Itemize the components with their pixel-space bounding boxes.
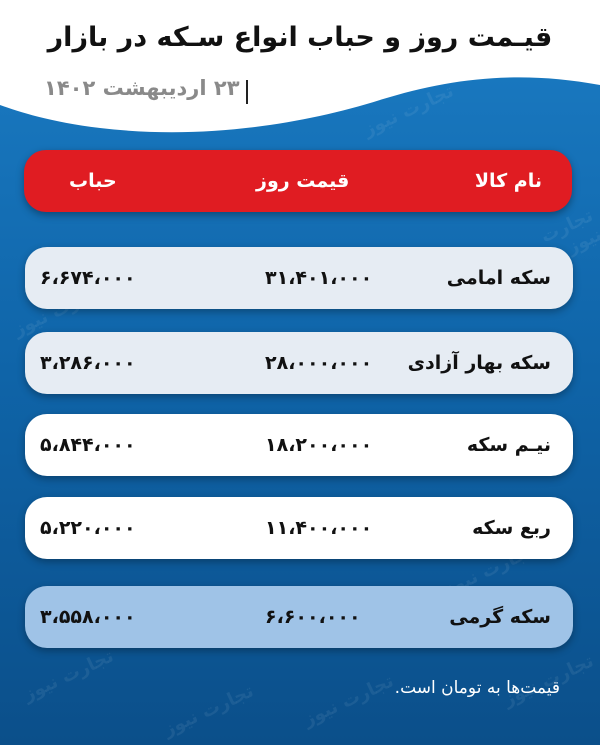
watermark: تجارت نیوز bbox=[300, 670, 397, 731]
cell-name: نیـم سکه bbox=[466, 434, 551, 456]
table-row: نیـم سکه ۱۸،۲۰۰،۰۰۰ ۵،۸۴۴،۰۰۰ bbox=[25, 414, 573, 476]
cell-bubble: ۵،۲۲۰،۰۰۰ bbox=[40, 517, 136, 539]
cell-bubble: ۳،۵۵۸،۰۰۰ bbox=[40, 606, 136, 628]
cell-price: ۱۸،۲۰۰،۰۰۰ bbox=[265, 434, 373, 456]
cell-bubble: ۳،۲۸۶،۰۰۰ bbox=[40, 352, 136, 374]
cell-price: ۶،۶۰۰،۰۰۰ bbox=[265, 606, 361, 628]
divider bbox=[246, 80, 248, 104]
table-row: ربع سکه ۱۱،۴۰۰،۰۰۰ ۵،۲۲۰،۰۰۰ bbox=[25, 497, 573, 559]
cell-bubble: ۵،۸۴۴،۰۰۰ bbox=[40, 434, 136, 456]
cell-name: سکه امامی bbox=[446, 267, 551, 289]
cell-price: ۱۱،۴۰۰،۰۰۰ bbox=[265, 517, 373, 539]
header-name: نام کالا bbox=[474, 170, 542, 192]
header-wave bbox=[0, 0, 600, 133]
cell-name: سکه گرمی bbox=[449, 606, 551, 628]
cell-name: ربع سکه bbox=[472, 517, 551, 539]
cell-price: ۲۸،۰۰۰،۰۰۰ bbox=[265, 352, 373, 374]
page-title: قیـمت روز و حباب انواع سـکه در بازار bbox=[47, 22, 553, 53]
table-row: سکه امامی ۳۱،۴۰۱،۰۰۰ ۶،۶۷۴،۰۰۰ bbox=[25, 247, 573, 309]
cell-name: سکه بهار آزادی bbox=[407, 352, 551, 374]
currency-note: قیمت‌ها به تومان است. bbox=[394, 678, 560, 698]
cell-price: ۳۱،۴۰۱،۰۰۰ bbox=[265, 267, 373, 289]
header-price: قیمت روز bbox=[256, 170, 350, 192]
table-header: نام کالا قیمت روز حباب bbox=[24, 150, 572, 212]
cell-bubble: ۶،۶۷۴،۰۰۰ bbox=[40, 267, 136, 289]
date-label: ۲۳ اردیبهشت ۱۴۰۲ bbox=[44, 76, 240, 100]
table-row: سکه گرمی ۶،۶۰۰،۰۰۰ ۳،۵۵۸،۰۰۰ bbox=[25, 586, 573, 648]
watermark: تجارت نیوز bbox=[160, 680, 257, 741]
header-bubble: حباب bbox=[69, 170, 117, 192]
watermark: تجارت نیوز bbox=[20, 645, 117, 706]
table-row: سکه بهار آزادی ۲۸،۰۰۰،۰۰۰ ۳،۲۸۶،۰۰۰ bbox=[25, 332, 573, 394]
